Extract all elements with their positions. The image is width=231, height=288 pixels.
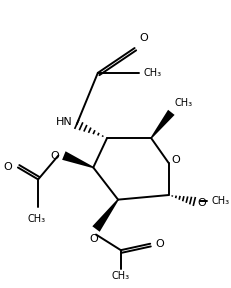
Text: CH₃: CH₃ bbox=[27, 214, 45, 224]
Text: CH₃: CH₃ bbox=[212, 196, 230, 206]
Text: HN: HN bbox=[55, 118, 72, 128]
Text: CH₃: CH₃ bbox=[112, 271, 130, 281]
Text: CH₃: CH₃ bbox=[144, 68, 162, 78]
Text: CH₃: CH₃ bbox=[174, 98, 192, 108]
Text: O: O bbox=[51, 151, 59, 160]
Polygon shape bbox=[151, 110, 175, 139]
Text: O: O bbox=[90, 234, 99, 244]
Text: O: O bbox=[4, 162, 12, 173]
Polygon shape bbox=[92, 199, 119, 232]
Text: O: O bbox=[172, 155, 180, 165]
Text: O: O bbox=[156, 239, 164, 249]
Polygon shape bbox=[62, 151, 94, 168]
Text: O: O bbox=[139, 33, 148, 43]
Text: O: O bbox=[197, 198, 206, 208]
